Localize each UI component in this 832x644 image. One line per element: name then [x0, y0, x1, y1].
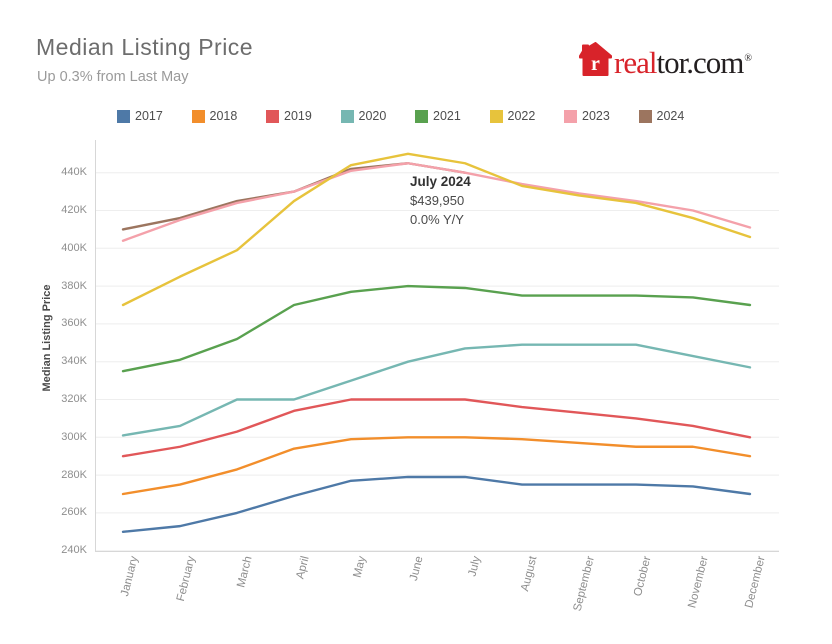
logo-text-real: real — [614, 45, 657, 80]
realtor-logo: r real tor.com ® — [577, 42, 752, 78]
legend-item-2024[interactable]: 2024 — [638, 109, 714, 123]
y-tick-label: 440K — [61, 166, 87, 179]
legend-swatch-icon — [415, 109, 428, 123]
legend-label: 2017 — [135, 109, 163, 123]
y-tick-label: 300K — [61, 430, 87, 443]
legend-swatch-icon — [191, 109, 205, 123]
legend-item-2023[interactable]: 2023 — [564, 109, 639, 123]
realtor-house-icon: r — [579, 42, 612, 76]
legend-item-2018[interactable]: 2018 — [191, 109, 267, 123]
legend-swatch-icon — [638, 109, 652, 123]
y-tick-label: 340K — [61, 355, 87, 368]
legend-label: 2022 — [507, 109, 536, 123]
y-axis-title: Median Listing Price — [41, 284, 53, 392]
legend-item-2020[interactable]: 2020 — [340, 109, 416, 123]
series-line-2018[interactable] — [121, 436, 752, 496]
series-line-2021[interactable] — [121, 284, 752, 373]
annotation-date: July 2024 — [410, 174, 471, 189]
legend-item-2022[interactable]: 2022 — [489, 109, 565, 123]
legend-item-2019[interactable]: 2019 — [266, 109, 341, 123]
series-line-2019[interactable] — [121, 398, 752, 458]
legend-label: 2021 — [433, 109, 461, 123]
series-line-2020[interactable] — [121, 343, 752, 437]
legend-swatch-icon — [489, 109, 503, 123]
legend-item-2017[interactable]: 2017 — [117, 109, 192, 123]
y-tick-label: 400K — [61, 241, 87, 254]
y-tick-label: 360K — [61, 317, 87, 330]
legend-item-2021[interactable]: 2021 — [415, 109, 490, 123]
series-line-2023[interactable] — [121, 162, 752, 242]
y-tick-label: 380K — [61, 279, 87, 292]
tooltip-annotation: July 2024 $439,950 0.0% Y/Y — [410, 172, 471, 229]
y-tick-label: 260K — [61, 506, 87, 519]
legend-swatch-icon — [564, 109, 577, 123]
legend-label: 2020 — [358, 109, 387, 123]
legend-label: 2023 — [582, 109, 610, 123]
page-title: Median Listing Price — [36, 34, 254, 60]
series-line-2022[interactable] — [121, 152, 752, 307]
legend-swatch-icon — [266, 109, 279, 123]
svg-text:r: r — [591, 53, 600, 75]
y-tick-label: 420K — [61, 204, 87, 216]
registered-mark: ® — [744, 53, 752, 64]
legend-swatch-icon — [117, 109, 130, 123]
y-tick-label: 240K — [61, 544, 87, 557]
legend: 2017 2018 2019 2020 2021 2022 2023 2024 — [117, 109, 713, 123]
legend-label: 2018 — [209, 109, 238, 123]
page-subtitle: Up 0.3% from Last May — [37, 69, 189, 85]
logo-text-torcom: tor.com — [656, 45, 744, 80]
legend-swatch-icon — [340, 109, 354, 123]
y-tick-label: 280K — [61, 468, 87, 481]
legend-label: 2019 — [284, 109, 312, 123]
y-tick-label: 320K — [61, 393, 87, 405]
annotation-yoy: 0.0% Y/Y — [410, 212, 464, 227]
series-line-2017[interactable] — [121, 475, 752, 533]
annotation-price: $439,950 — [410, 193, 465, 208]
legend-label: 2024 — [656, 109, 685, 123]
